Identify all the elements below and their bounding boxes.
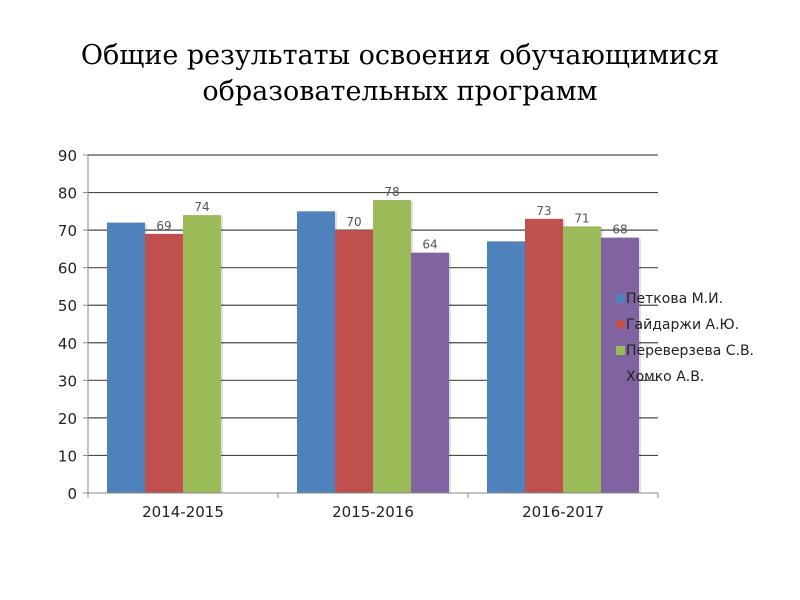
y-tick-label: 90 — [58, 147, 77, 165]
legend-swatch — [616, 320, 625, 329]
y-tick-label: 30 — [58, 372, 77, 390]
bar — [563, 226, 601, 493]
chart-title-line-2: образовательных программ — [202, 76, 598, 107]
legend-label: Петкова М.И. — [626, 291, 723, 307]
chart-title: Общие результаты освоения обучающимися о… — [0, 38, 800, 110]
data-label: 64 — [422, 238, 437, 252]
legend-label: Гайдаржи А.Ю. — [626, 317, 739, 333]
y-tick-label: 60 — [58, 260, 77, 278]
y-tick-label: 50 — [58, 297, 77, 315]
y-tick-label: 40 — [58, 335, 77, 353]
data-label: 69 — [156, 219, 171, 233]
bar — [297, 211, 335, 494]
legend-swatch — [616, 294, 625, 303]
data-label: 71 — [574, 211, 589, 225]
data-label: 78 — [384, 185, 399, 199]
x-tick-label: 2015-2016 — [332, 503, 414, 521]
chart-title-line-1: Общие результаты освоения обучающимися — [80, 40, 720, 71]
legend-label: Хомко А.В. — [626, 369, 704, 385]
data-label: 73 — [536, 204, 551, 218]
bar — [145, 233, 183, 493]
x-tick-label: 2014-2015 — [142, 503, 224, 521]
data-label: 70 — [346, 215, 361, 229]
y-tick-label: 70 — [58, 222, 77, 240]
legend-label: Переверзева С.В. — [626, 343, 754, 359]
bar — [335, 230, 373, 493]
bar — [373, 200, 411, 494]
y-tick-label: 20 — [58, 410, 77, 428]
y-tick-label: 10 — [58, 447, 77, 465]
bar — [525, 218, 563, 493]
legend-swatch — [616, 346, 625, 355]
x-tick-label: 2016-2017 — [522, 503, 604, 521]
data-label: 74 — [194, 200, 209, 214]
bar — [601, 237, 639, 493]
bar — [487, 241, 525, 493]
bar — [183, 215, 221, 494]
y-tick-label: 80 — [58, 185, 77, 203]
data-label: 68 — [612, 223, 627, 237]
bar — [411, 252, 449, 493]
y-tick-label: 0 — [67, 485, 77, 503]
bar — [107, 222, 145, 493]
